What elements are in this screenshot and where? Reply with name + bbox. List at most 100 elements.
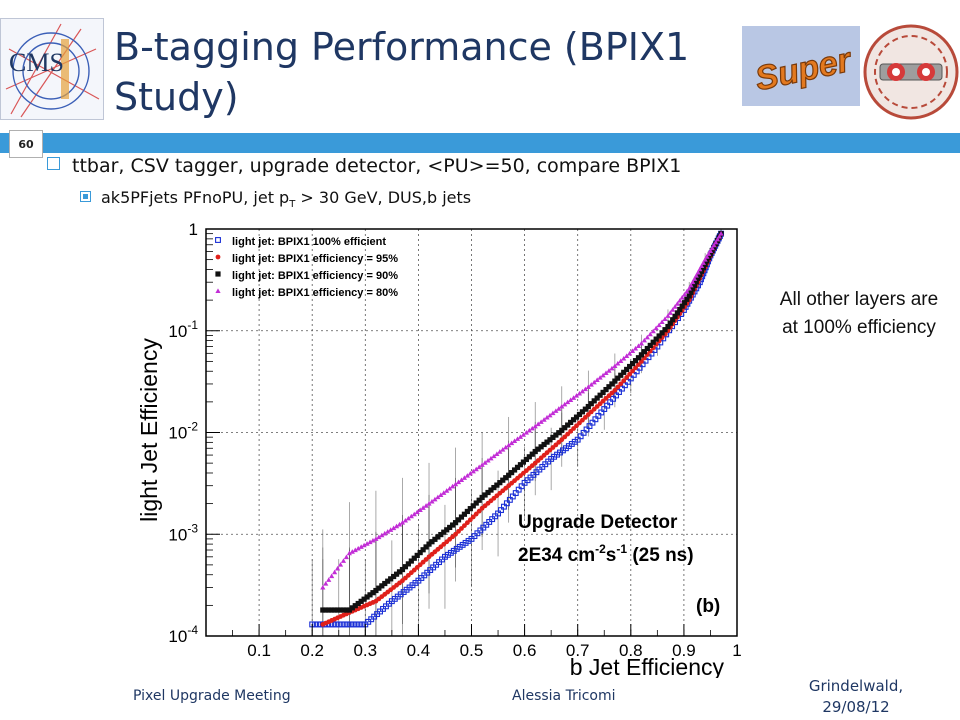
data-point bbox=[615, 384, 621, 390]
data-point bbox=[399, 566, 406, 573]
data-point bbox=[647, 331, 653, 337]
data-point bbox=[361, 542, 367, 548]
data-point bbox=[553, 408, 559, 413]
data-point bbox=[647, 342, 653, 348]
data-point bbox=[606, 384, 612, 390]
data-point bbox=[677, 298, 683, 303]
data-point bbox=[361, 596, 367, 602]
data-point bbox=[452, 520, 459, 526]
chart-y-ticks: 10-410-310-210-11 bbox=[168, 220, 220, 646]
data-point bbox=[650, 339, 656, 345]
data-point bbox=[393, 523, 400, 529]
annotation-line2-b: s bbox=[606, 545, 617, 566]
data-point bbox=[494, 482, 500, 488]
data-point bbox=[662, 316, 668, 321]
y-tick-base: 10 bbox=[168, 525, 187, 544]
annotation-line2-sup2: -1 bbox=[616, 542, 627, 556]
data-point bbox=[488, 487, 494, 493]
lhc-logo-graphic bbox=[863, 24, 959, 120]
data-point bbox=[517, 462, 524, 468]
data-point bbox=[677, 306, 683, 313]
data-point bbox=[659, 330, 665, 336]
data-point bbox=[479, 494, 485, 501]
data-point bbox=[541, 417, 547, 422]
data-point bbox=[435, 534, 441, 540]
data-point bbox=[491, 453, 497, 459]
data-point bbox=[517, 434, 524, 439]
data-point bbox=[597, 375, 603, 380]
data-point bbox=[618, 381, 624, 387]
legend-item: light jet: BPIX1 efficiency = 90% bbox=[215, 270, 398, 282]
data-point bbox=[441, 490, 447, 495]
data-point bbox=[656, 333, 662, 339]
data-point bbox=[500, 477, 506, 483]
y-axis-label: light Jet Efficiency bbox=[136, 338, 162, 522]
data-point bbox=[432, 536, 438, 542]
data-point bbox=[718, 231, 724, 236]
data-point bbox=[482, 492, 488, 498]
data-point bbox=[704, 254, 710, 259]
data-point bbox=[215, 237, 221, 243]
data-point bbox=[323, 581, 329, 586]
data-point bbox=[624, 375, 630, 380]
data-point bbox=[670, 307, 676, 312]
data-point bbox=[379, 583, 385, 589]
data-point bbox=[464, 473, 470, 478]
data-point bbox=[426, 541, 432, 547]
header-bar-left bbox=[0, 133, 10, 153]
data-point bbox=[414, 509, 420, 515]
data-point bbox=[621, 378, 627, 384]
data-point bbox=[447, 524, 453, 531]
data-point bbox=[438, 531, 444, 538]
data-point bbox=[621, 369, 627, 375]
data-point bbox=[511, 467, 518, 473]
data-point bbox=[349, 549, 355, 554]
data-point bbox=[417, 507, 423, 512]
data-point bbox=[523, 456, 529, 463]
data-point bbox=[684, 296, 690, 302]
x-tick-label: 0.3 bbox=[353, 641, 377, 660]
data-point bbox=[573, 414, 580, 420]
data-point bbox=[665, 323, 671, 330]
data-point bbox=[570, 395, 577, 400]
data-point bbox=[450, 483, 456, 489]
annotation-line2: 2E34 cm-2s-1 (25 ns) bbox=[518, 542, 694, 566]
data-point bbox=[429, 539, 435, 545]
data-point bbox=[695, 269, 701, 275]
footer-date-line2: 29/08/12 bbox=[822, 698, 890, 716]
data-point bbox=[650, 328, 656, 334]
data-point bbox=[588, 401, 594, 407]
legend-item: light jet: BPIX1 100% efficient bbox=[215, 236, 386, 248]
data-point bbox=[662, 327, 668, 333]
cms-logo-graphic: CMS bbox=[1, 19, 103, 119]
data-point bbox=[523, 430, 529, 435]
data-point bbox=[573, 393, 580, 398]
data-point bbox=[606, 368, 612, 373]
data-point bbox=[629, 360, 636, 367]
data-point bbox=[497, 480, 503, 486]
data-point bbox=[632, 358, 639, 364]
data-point bbox=[479, 462, 485, 467]
data-point bbox=[396, 569, 403, 575]
data-point bbox=[582, 386, 588, 392]
data-point bbox=[405, 515, 411, 521]
legend-item: light jet: BPIX1 efficiency = 80% bbox=[215, 287, 398, 299]
data-point bbox=[503, 444, 509, 450]
data-point bbox=[544, 414, 550, 420]
data-point bbox=[585, 384, 591, 390]
y-tick-label: 10-1 bbox=[168, 318, 198, 341]
y-tick-label: 10-3 bbox=[168, 521, 198, 544]
data-point bbox=[343, 554, 350, 560]
data-point bbox=[332, 621, 339, 628]
data-point bbox=[473, 466, 479, 472]
data-point bbox=[659, 319, 665, 325]
data-point bbox=[591, 379, 597, 385]
data-point bbox=[402, 564, 409, 570]
data-point bbox=[343, 607, 350, 613]
data-point bbox=[644, 334, 650, 340]
bullet-main-text: ttbar, CSV tagger, upgrade detector, <PU… bbox=[72, 155, 682, 177]
data-point bbox=[503, 500, 510, 507]
footer-left: Pixel Upgrade Meeting bbox=[133, 688, 291, 704]
data-point bbox=[370, 537, 376, 543]
super-logo-graphic: Super bbox=[742, 26, 860, 106]
